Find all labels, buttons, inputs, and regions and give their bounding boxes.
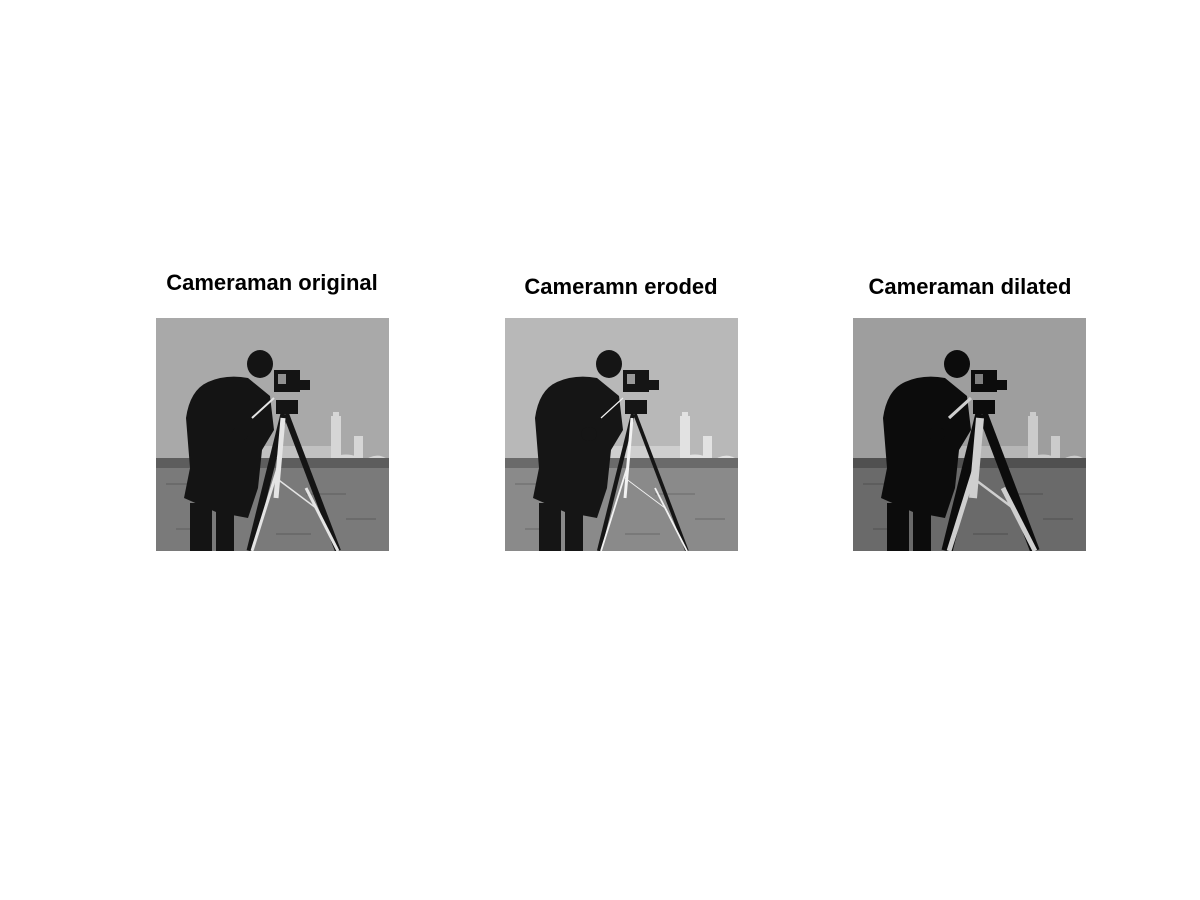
cameraman-dilated-image xyxy=(853,318,1086,551)
cameraman-original-image xyxy=(156,318,389,551)
panel-title-eroded: Cameramn eroded xyxy=(524,274,718,299)
panel-title-original: Cameraman original xyxy=(166,270,378,295)
cameraman-eroded-image xyxy=(505,318,738,551)
panel-title-dilated: Cameraman dilated xyxy=(868,274,1072,299)
